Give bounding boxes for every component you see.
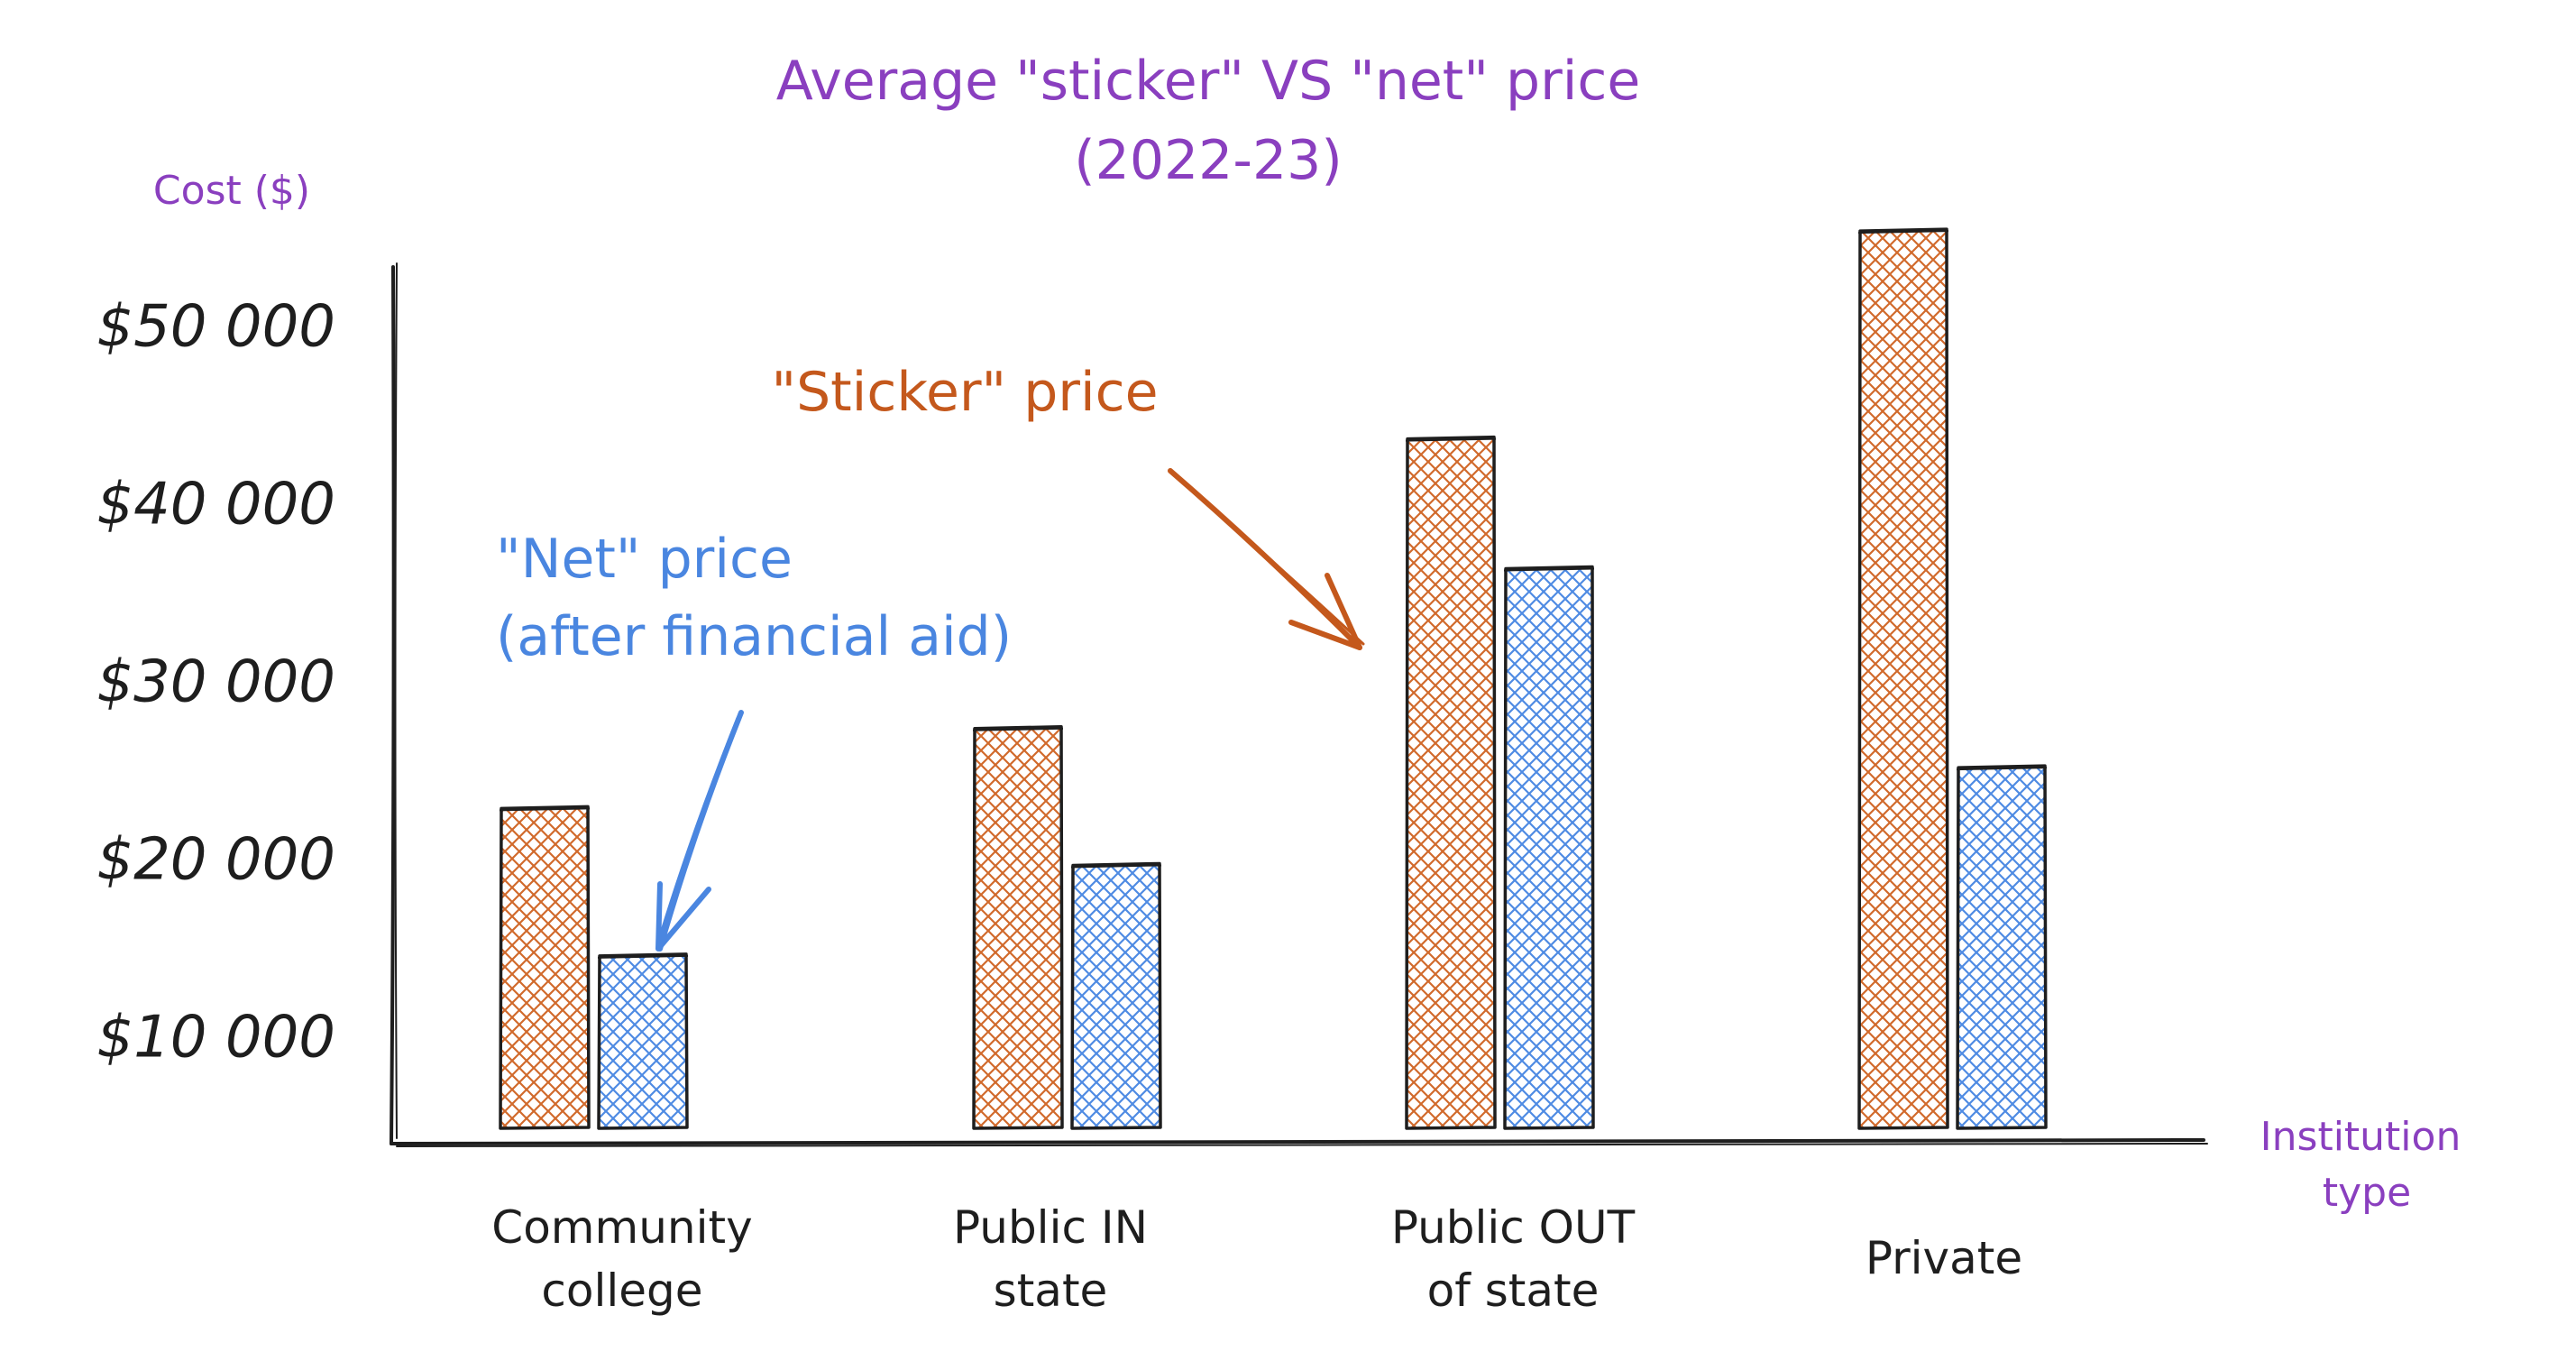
category-labels: Community college Public IN state Public OUT…	[491, 1201, 2022, 1317]
category-label: Public OUT of state	[1391, 1201, 1636, 1317]
category-label: Private	[1866, 1232, 2022, 1284]
y-tick-label: $40 000	[96, 472, 335, 538]
x-axis-label-line: type	[2323, 1170, 2411, 1216]
net-price-annotation: "Net" price (after financial aid)	[496, 528, 1012, 668]
bars	[499, 227, 2048, 1130]
x-axis-line	[390, 1137, 2205, 1145]
category-label-line: Community	[491, 1201, 752, 1254]
bar-sticker	[1857, 227, 1949, 1130]
y-axis-label: Cost ($)	[153, 168, 310, 214]
bar-sticker	[499, 805, 591, 1130]
y-tick-label: $20 000	[96, 827, 335, 894]
bar-net	[597, 952, 689, 1130]
category-label: Public IN state	[953, 1201, 1148, 1317]
bar-sticker	[972, 725, 1064, 1130]
y-tick-label: $50 000	[96, 294, 335, 361]
chart-subtitle: (2022-23)	[1074, 129, 1343, 192]
sticker-arrow	[1168, 468, 1365, 650]
bar-net	[1070, 861, 1162, 1130]
bar-net	[1956, 764, 2048, 1130]
chart-title: Average "sticker" VS "net" price	[776, 50, 1641, 113]
bar-net	[1503, 565, 1595, 1130]
x-axis-line-sketch	[396, 1143, 2208, 1147]
category-label-line: Private	[1866, 1232, 2022, 1284]
sticker-price-annotation: "Sticker" price	[771, 361, 1158, 424]
x-axis-label-line: Institution	[2260, 1114, 2461, 1160]
y-tick-labels: $10 000 $20 000 $30 000 $40 000 $50 000	[96, 294, 335, 1071]
category-label-line: of state	[1427, 1264, 1600, 1317]
net-price-annotation-line: "Net" price	[496, 528, 793, 591]
y-axis-line	[390, 265, 396, 1145]
category-label-line: college	[541, 1264, 702, 1317]
y-tick-label: $30 000	[96, 649, 335, 716]
bar-sticker	[1405, 435, 1497, 1130]
category-label: Community college	[491, 1201, 752, 1317]
category-label-line: state	[994, 1264, 1108, 1317]
net-price-annotation-line: (after financial aid)	[496, 605, 1012, 668]
y-tick-label: $10 000	[96, 1005, 335, 1071]
y-axis-line-sketch	[394, 262, 398, 1139]
category-label-line: Public OUT	[1391, 1201, 1636, 1254]
x-axis-label: Institution type	[2260, 1114, 2474, 1216]
net-arrow	[655, 710, 744, 952]
category-label-line: Public IN	[953, 1201, 1148, 1254]
